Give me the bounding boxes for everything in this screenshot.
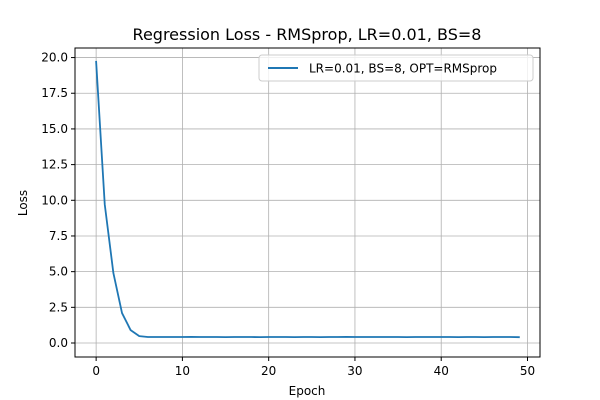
legend-label: LR=0.01, BS=8, OPT=RMSprop (309, 62, 497, 76)
series-layer (95, 60, 520, 339)
x-axis-title: Epoch (289, 384, 326, 398)
y-tick-label: 2.5 (49, 300, 68, 314)
y-tick-label: 15.0 (41, 122, 68, 136)
y-tick-label: 17.5 (41, 86, 68, 100)
legend: LR=0.01, BS=8, OPT=RMSprop (258, 54, 534, 82)
x-axis: 0 10 20 30 40 50 (92, 357, 535, 378)
y-tick-label: 12.5 (41, 158, 68, 172)
plot-frame (74, 47, 541, 358)
x-tick-label: 0 (92, 364, 100, 378)
y-tick-label: 5.0 (49, 265, 68, 279)
y-tick-label: 7.5 (49, 229, 68, 243)
series-line (95, 60, 520, 339)
legend-box (258, 54, 534, 82)
x-tick-label: 50 (520, 364, 535, 378)
x-tick-label: 20 (261, 364, 276, 378)
y-tick-label: 0.0 (49, 336, 68, 350)
x-tick-label: 10 (175, 364, 190, 378)
y-axis-title: Loss (16, 190, 30, 216)
x-tick-label: 30 (347, 364, 362, 378)
y-tick-label: 10.0 (41, 193, 68, 207)
y-axis: 0.0 2.5 5.0 7.5 10.0 12.5 15.0 17.5 20.0 (41, 51, 75, 350)
chart-title: Regression Loss - RMSprop, LR=0.01, BS=8 (133, 25, 482, 44)
x-tick-label: 40 (434, 364, 449, 378)
y-tick-label: 20.0 (41, 51, 68, 65)
